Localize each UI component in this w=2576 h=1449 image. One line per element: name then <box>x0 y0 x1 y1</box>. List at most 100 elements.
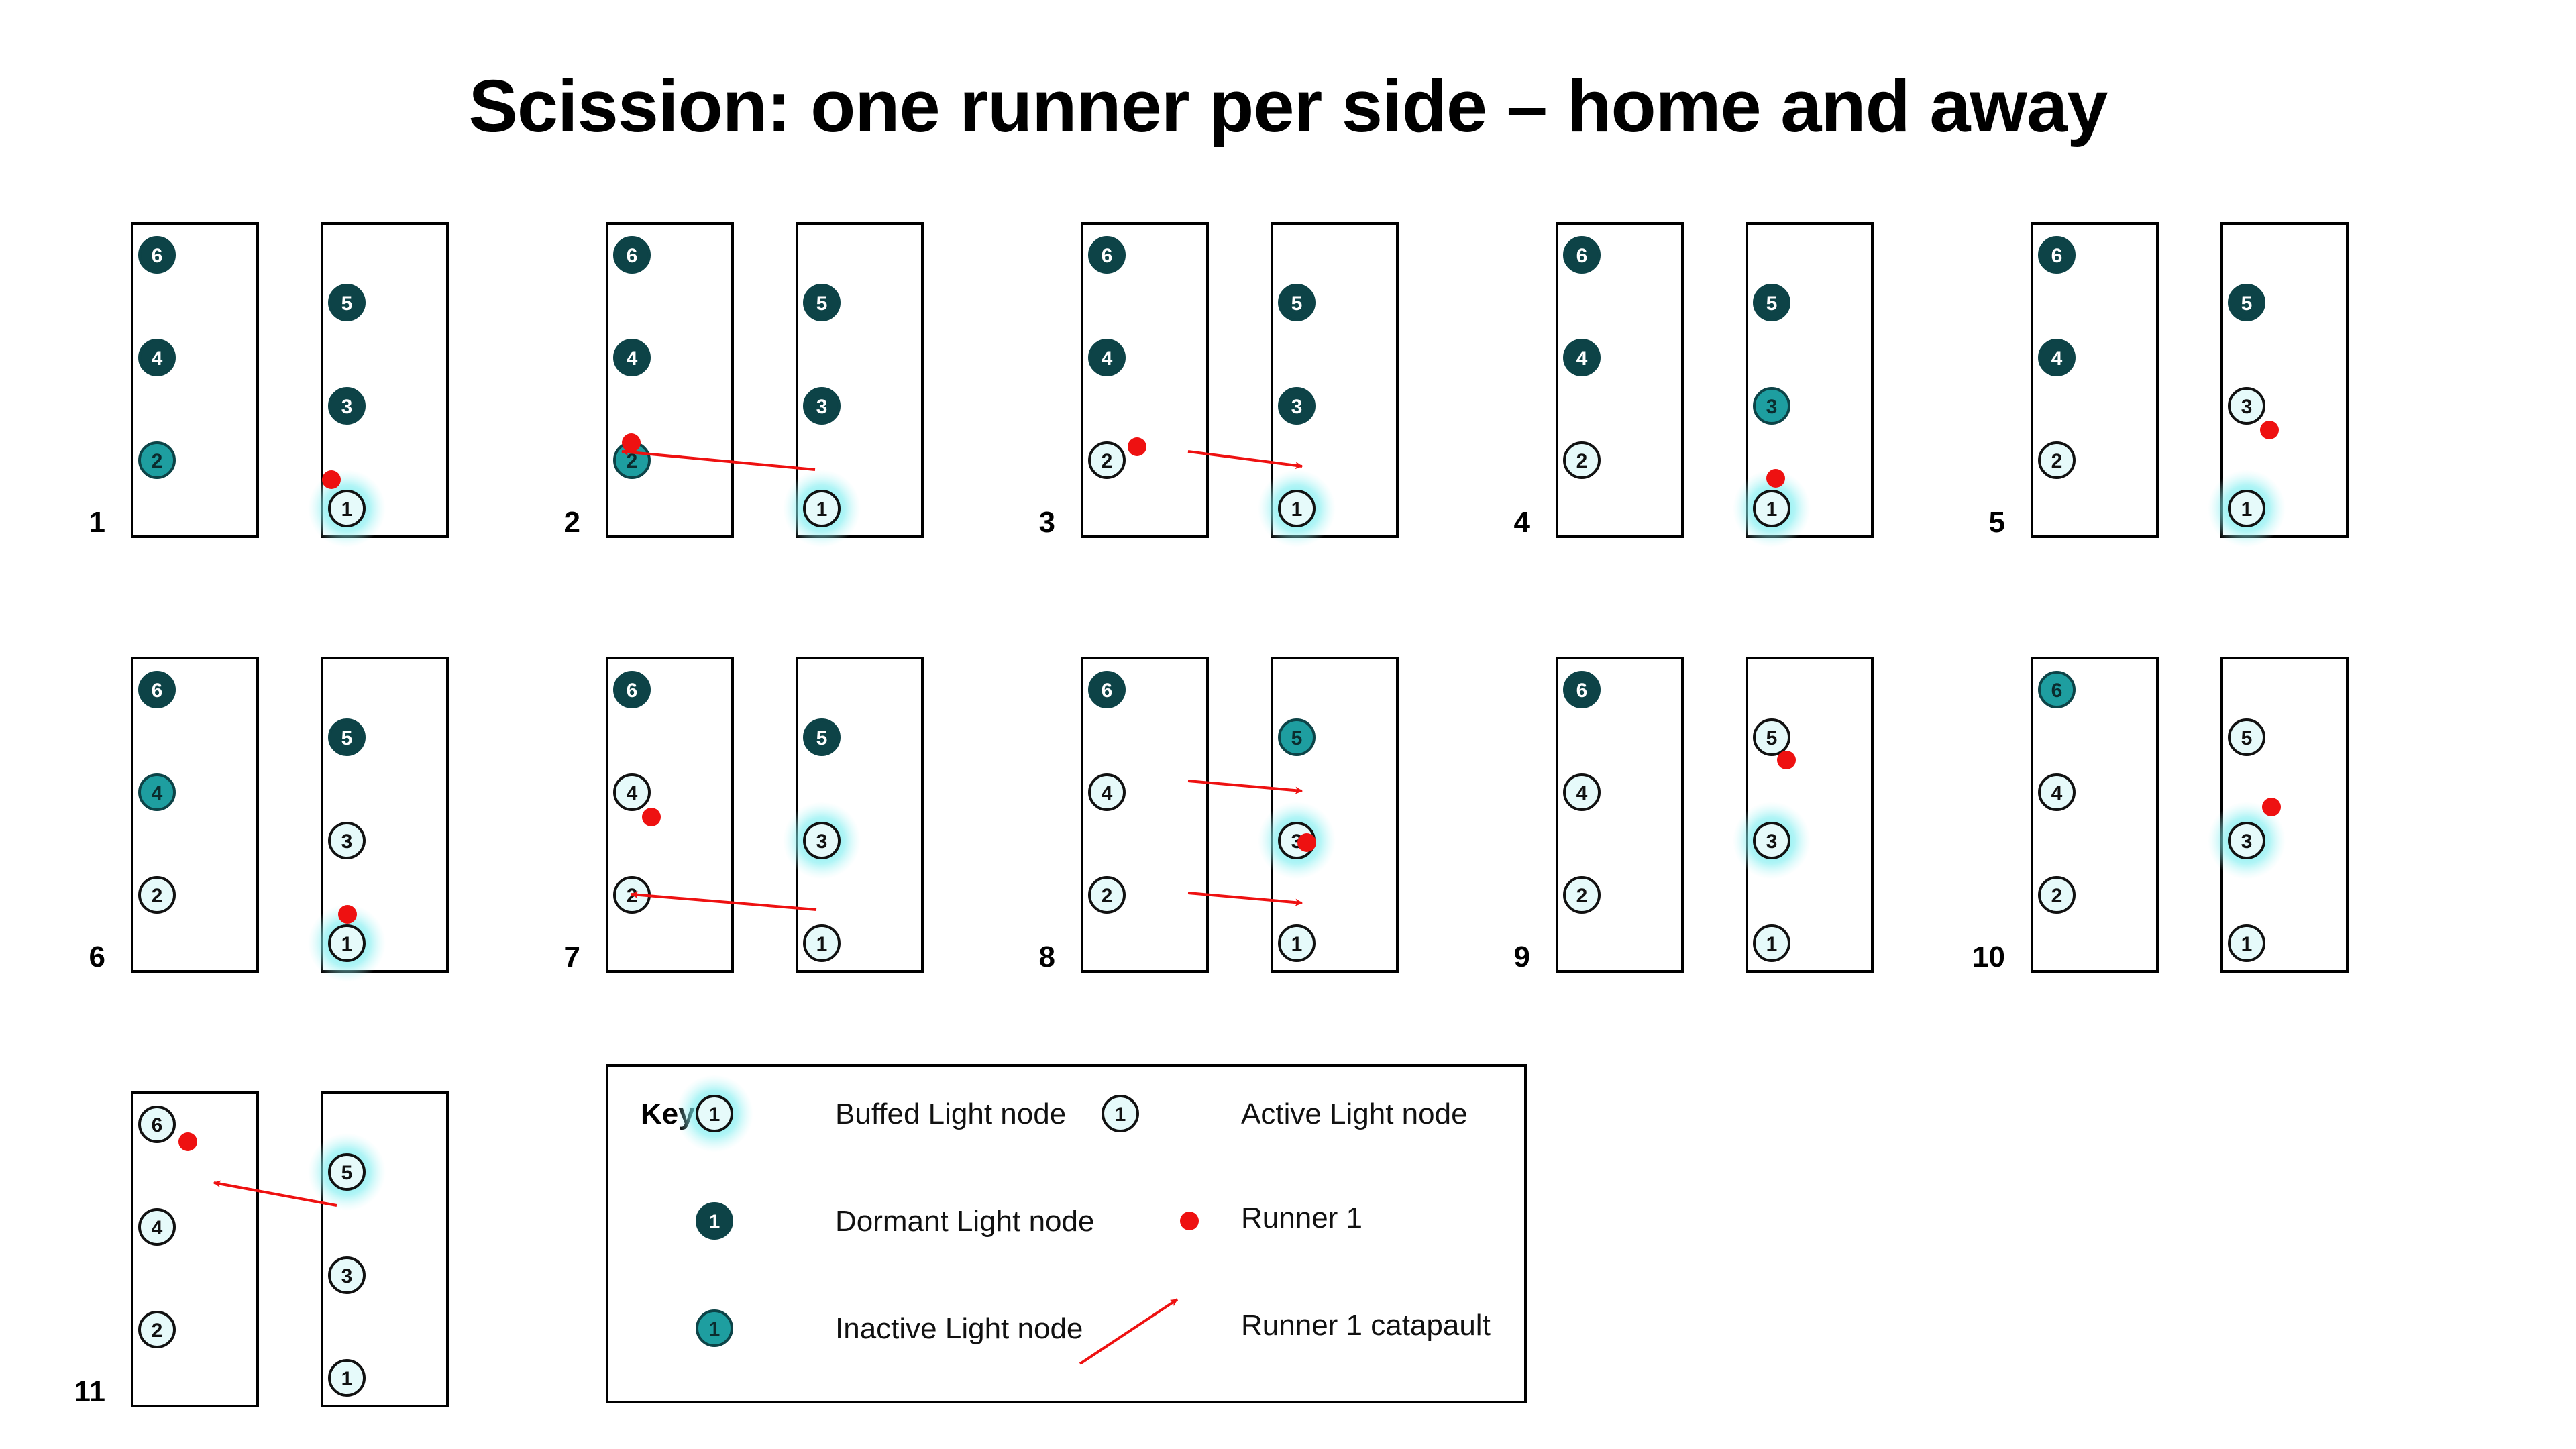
node-number: 5 <box>341 1162 353 1184</box>
node-circle <box>1088 236 1126 274</box>
away-node-5: 5 <box>803 284 841 321</box>
away-node-3: 3 <box>1753 387 1790 425</box>
key-item-arrow: Runner 1 catapault <box>1079 1298 1491 1365</box>
node-number: 4 <box>627 347 638 370</box>
node-number: 5 <box>341 727 353 749</box>
node-circle <box>1563 773 1601 811</box>
away-node-3: 3 <box>328 822 366 859</box>
node-number: 3 <box>341 396 353 418</box>
node-circle <box>1563 236 1601 274</box>
node-number: 6 <box>2051 680 2063 702</box>
home-node-6: 6 <box>613 671 651 708</box>
away-node-3: 3 <box>2208 802 2286 879</box>
node-circle <box>2228 284 2265 321</box>
panel-4: 4 2 4 6 1 3 5 <box>1514 222 1874 547</box>
key-item-dormant: 1 Dormant Light node <box>696 1202 1094 1240</box>
node-number: 6 <box>152 1114 163 1136</box>
key-node-1: 1 <box>696 1309 733 1347</box>
node-circle <box>328 1256 366 1294</box>
home-node-4: 4 <box>138 339 176 376</box>
node-number: 3 <box>1766 396 1778 418</box>
runner-dot <box>2260 421 2279 439</box>
node-number: 1 <box>2241 498 2253 521</box>
node-circle <box>2228 387 2265 425</box>
home-node-2: 2 <box>2038 441 2076 479</box>
home-node-6: 6 <box>1088 671 1126 708</box>
home-box <box>1556 222 1684 538</box>
node-number: 1 <box>1766 498 1778 521</box>
node-number: 5 <box>1291 727 1303 749</box>
node-circle <box>1753 822 1790 859</box>
home-node-2: 2 <box>1563 876 1601 914</box>
home-node-2: 2 <box>138 1311 176 1348</box>
away-node-5: 5 <box>2228 718 2265 756</box>
home-node-4: 4 <box>1088 773 1126 811</box>
panel-label: 11 <box>74 1375 105 1408</box>
node-number: 6 <box>627 680 638 702</box>
node-number: 5 <box>1766 727 1778 749</box>
node-circle <box>1088 773 1126 811</box>
node-circle <box>1278 718 1316 756</box>
node-number: 4 <box>1576 782 1588 804</box>
node-number: 4 <box>627 782 638 804</box>
key-node-1: 1 <box>1102 1095 1139 1132</box>
key-item-label: Runner 1 <box>1241 1201 1362 1234</box>
runner-dot <box>1297 833 1316 852</box>
node-circle <box>1563 876 1601 914</box>
panel-label: 5 <box>1989 506 2005 539</box>
node-number: 1 <box>709 1104 720 1126</box>
node-circle <box>138 773 176 811</box>
node-number: 1 <box>1291 498 1303 521</box>
node-number: 6 <box>1102 245 1113 267</box>
away-node-3: 3 <box>1733 802 1811 879</box>
node-circle <box>613 671 651 708</box>
home-box <box>606 657 734 973</box>
node-circle <box>1102 1095 1139 1132</box>
node-number: 6 <box>152 245 163 267</box>
node-number: 1 <box>816 933 828 955</box>
node-number: 6 <box>1102 680 1113 702</box>
node-number: 4 <box>152 782 163 804</box>
home-node-6: 6 <box>2038 236 2076 274</box>
node-circle <box>328 924 366 962</box>
node-circle <box>1563 339 1601 376</box>
node-circle <box>2038 441 2076 479</box>
home-box <box>131 222 259 538</box>
home-box <box>1081 657 1209 973</box>
key-node-1: 1 <box>676 1075 753 1152</box>
node-circle <box>138 1106 176 1143</box>
home-box <box>2031 222 2159 538</box>
node-number: 1 <box>709 1318 720 1340</box>
node-circle <box>613 773 651 811</box>
panel-1: 1 2 4 6 1 3 5 <box>89 222 449 547</box>
node-number: 4 <box>1102 347 1113 370</box>
panel-label: 9 <box>1514 941 1530 973</box>
node-number: 2 <box>2051 450 2063 472</box>
node-circle <box>696 1095 733 1132</box>
home-node-4: 4 <box>1563 339 1601 376</box>
catapult-arrow <box>1079 1298 1179 1365</box>
node-number: 6 <box>1576 680 1588 702</box>
away-node-3: 3 <box>2228 387 2265 425</box>
panel-5: 5 2 4 6 1 3 5 <box>1989 222 2349 547</box>
node-number: 5 <box>1291 292 1303 315</box>
node-number: 1 <box>341 933 353 955</box>
home-node-4: 4 <box>613 339 651 376</box>
away-node-5: 5 <box>328 284 366 321</box>
node-circle <box>696 1309 733 1347</box>
key-item-buffed: 1 Buffed Light node <box>676 1075 1066 1152</box>
panel-3: 3 2 4 6 1 3 5 <box>1039 222 1399 547</box>
catapult-arrow <box>213 1180 337 1207</box>
node-circle <box>2228 924 2265 962</box>
node-number: 1 <box>341 1368 353 1390</box>
node-circle <box>803 924 841 962</box>
node-number: 5 <box>1766 292 1778 315</box>
node-circle <box>328 284 366 321</box>
key-node-1: 1 <box>696 1202 733 1240</box>
home-node-4: 4 <box>2038 339 2076 376</box>
node-number: 2 <box>1576 450 1588 472</box>
node-number: 6 <box>2051 245 2063 267</box>
node-circle <box>1088 441 1126 479</box>
